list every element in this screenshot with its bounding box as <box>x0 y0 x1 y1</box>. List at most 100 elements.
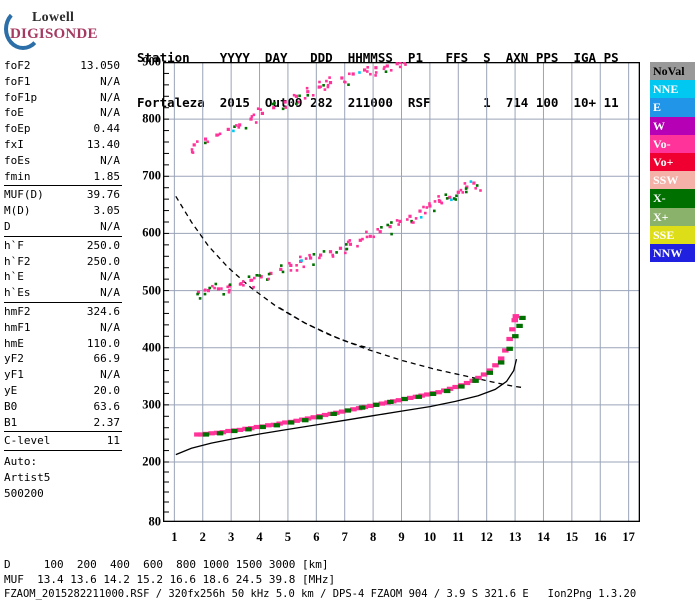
legend-item-sse[interactable]: SSE <box>650 225 695 244</box>
data-point <box>272 106 276 110</box>
data-point <box>366 66 369 69</box>
data-point <box>348 72 351 76</box>
data-point <box>294 94 298 98</box>
param-key: B1 <box>4 415 18 429</box>
x-tick-10: 10 <box>423 530 437 544</box>
legend-item-x[interactable]: X+ <box>650 207 695 226</box>
legend-item-e[interactable]: E <box>650 98 695 117</box>
data-point <box>214 282 218 286</box>
param-row-hf2: h`F2 250.0 <box>2 254 124 270</box>
data-point <box>335 251 338 254</box>
data-point <box>328 250 333 254</box>
legend-item-noval[interactable]: NoVal <box>650 62 695 81</box>
param-row-fof1p: foF1p N/A <box>2 90 124 106</box>
param-row-fof1: foF1 N/A <box>2 74 124 90</box>
data-point <box>424 392 431 397</box>
data-point <box>323 88 327 91</box>
param-key: h`Es <box>4 286 31 300</box>
legend-item-nnw[interactable]: NNW <box>650 243 695 263</box>
data-point <box>345 247 349 251</box>
data-point <box>395 62 399 66</box>
data-point <box>378 230 382 234</box>
param-row-fof2: foF2 13.050 <box>2 58 124 74</box>
legend-item-nne[interactable]: NNE <box>650 80 695 99</box>
param-row-clevel: C-level 11 <box>2 433 124 449</box>
data-point <box>463 182 467 185</box>
x-tick-6: 6 <box>313 530 320 544</box>
param-value: N/A <box>100 270 120 284</box>
legend-item-x[interactable]: X- <box>650 189 695 208</box>
legend-label: X+ <box>653 209 669 224</box>
data-point <box>351 72 355 76</box>
param-row-mufd: MUF(D) 39.76 <box>2 187 124 203</box>
data-point <box>281 107 285 111</box>
data-point <box>260 275 263 278</box>
data-point <box>437 198 441 202</box>
data-point <box>365 230 368 234</box>
data-point <box>338 246 343 250</box>
y-tick-400: 400 <box>142 340 161 355</box>
data-point <box>340 76 344 80</box>
data-point <box>241 280 245 283</box>
data-point <box>203 292 207 296</box>
data-point <box>311 94 315 97</box>
data-point <box>402 62 406 65</box>
data-point <box>253 424 261 430</box>
param-row-fxi: fxI 13.40 <box>2 137 124 153</box>
data-point <box>218 132 222 136</box>
data-point <box>386 223 389 227</box>
param-key: hmE <box>4 336 24 350</box>
data-point <box>206 289 210 293</box>
data-point <box>220 287 223 290</box>
data-point <box>247 275 251 278</box>
data-point <box>226 127 230 131</box>
data-point <box>250 278 254 282</box>
data-point <box>455 194 458 198</box>
data-point <box>312 253 316 256</box>
ionogram-canvas <box>163 62 640 522</box>
x-tick-16: 16 <box>594 530 607 544</box>
data-point <box>319 253 323 257</box>
x-tick-4: 4 <box>256 530 263 544</box>
data-point <box>418 209 422 213</box>
footer-muf-row: MUF 13.4 13.6 14.2 15.2 16.6 18.6 24.5 3… <box>4 572 336 586</box>
data-point <box>289 269 293 272</box>
data-point <box>361 237 364 241</box>
data-point <box>374 66 378 70</box>
data-point <box>366 70 369 73</box>
data-point <box>497 356 505 361</box>
data-point <box>358 71 361 74</box>
data-point <box>395 398 403 403</box>
legend-item-vo[interactable]: Vo- <box>650 134 695 153</box>
legend-item-ssw[interactable]: SSW <box>650 171 695 190</box>
data-point <box>374 71 378 74</box>
legend-item-vo[interactable]: Vo+ <box>650 152 695 172</box>
data-point <box>250 115 254 118</box>
param-row-d: D N/A <box>2 219 124 235</box>
data-point <box>271 102 275 106</box>
data-point <box>390 221 393 224</box>
data-point <box>227 290 231 294</box>
data-point <box>284 106 288 109</box>
logo-arc-icon <box>4 8 42 50</box>
data-point <box>249 117 253 121</box>
data-point <box>509 327 516 332</box>
ionogram-plot <box>163 62 640 522</box>
auto-line: 500200 <box>4 486 44 500</box>
data-point <box>383 65 386 69</box>
data-point <box>254 121 258 124</box>
data-point <box>309 256 313 260</box>
x-tick-5: 5 <box>284 530 292 544</box>
param-value: 3.05 <box>93 204 121 218</box>
data-point <box>506 346 513 351</box>
param-key: h`F2 <box>4 254 31 268</box>
legend-item-w[interactable]: W <box>650 116 695 135</box>
data-point <box>475 184 479 187</box>
data-point <box>397 223 400 226</box>
legend-label: NNE <box>653 82 679 97</box>
data-point <box>222 293 225 296</box>
data-point <box>516 323 523 328</box>
param-value: 63.6 <box>93 399 121 413</box>
data-point <box>211 284 214 288</box>
data-point <box>414 217 418 220</box>
